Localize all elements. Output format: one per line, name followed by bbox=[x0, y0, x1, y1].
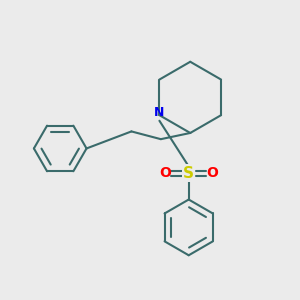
Text: O: O bbox=[206, 166, 218, 180]
Text: S: S bbox=[183, 166, 194, 181]
Text: O: O bbox=[160, 166, 171, 180]
Text: N: N bbox=[154, 106, 165, 119]
